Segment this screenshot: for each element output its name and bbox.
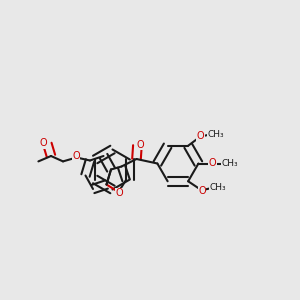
Text: CH₃: CH₃ (208, 130, 224, 139)
Text: O: O (208, 158, 216, 169)
Text: O: O (40, 138, 48, 148)
Text: O: O (115, 188, 123, 199)
Text: O: O (136, 140, 144, 150)
Text: CH₃: CH₃ (209, 183, 226, 192)
Text: O: O (198, 186, 206, 196)
Text: O: O (197, 131, 204, 141)
Text: CH₃: CH₃ (221, 159, 238, 168)
Text: O: O (72, 151, 80, 161)
